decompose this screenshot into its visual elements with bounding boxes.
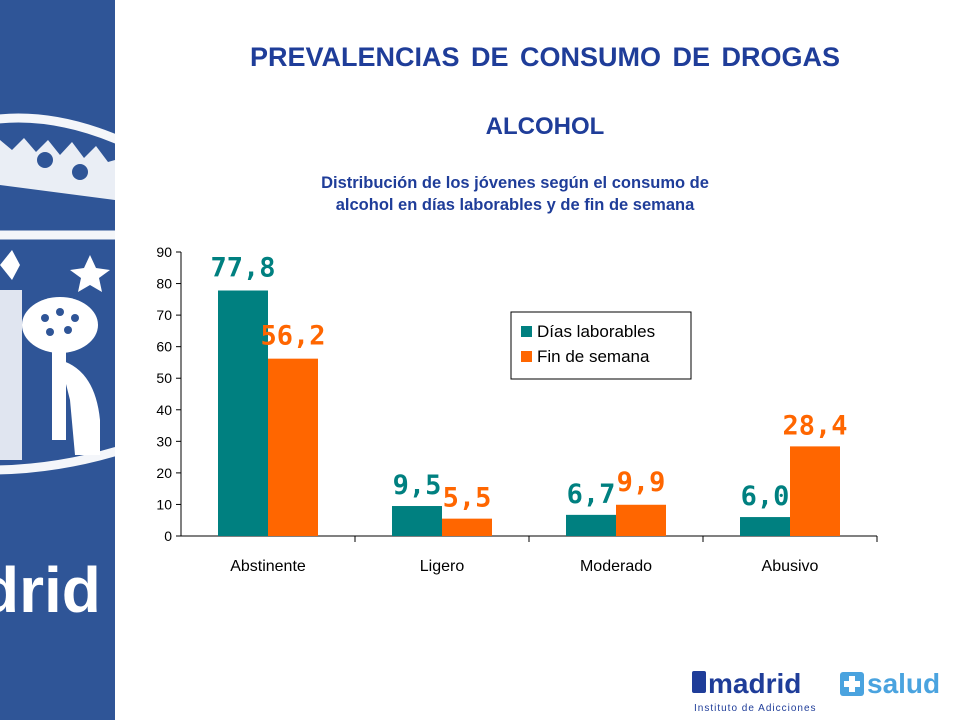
data-label: 9,9: [617, 467, 666, 498]
shield-icon: [692, 671, 706, 693]
madrid-coat-of-arms-icon: drid: [0, 113, 115, 626]
y-tick-label: 40: [156, 402, 172, 418]
legend-swatch: [521, 351, 532, 362]
data-label: 77,8: [210, 252, 275, 283]
bar-dias-laborables-0: [218, 290, 268, 536]
x-tick-label: Moderado: [580, 558, 652, 575]
y-tick-label: 20: [156, 465, 172, 481]
y-tick-label: 0: [164, 528, 172, 544]
page-subtitle: ALCOHOL: [485, 113, 605, 140]
legend-swatch: [521, 326, 532, 337]
legend-label: Días laborables: [537, 322, 655, 341]
bar-fin-de-semana-2: [616, 504, 666, 536]
y-tick-label: 50: [156, 370, 172, 386]
bar-fin-de-semana-1: [442, 518, 492, 536]
data-label: 6,0: [741, 481, 790, 512]
logo-brand-left: madrid: [708, 668, 801, 699]
bar-dias-laborables-1: [392, 506, 442, 536]
chart-caption: Distribución de los jóvenes según el con…: [230, 172, 800, 216]
y-tick-label: 30: [156, 433, 172, 449]
legend-box: [510, 311, 692, 380]
bar-dias-laborables-2: [566, 514, 616, 536]
sidebar-text: drid: [0, 554, 101, 626]
logo-tagline: Instituto de Adicciones: [694, 703, 817, 714]
page-title: PREVALENCIAS DE CONSUMO DE DROGAS: [249, 42, 841, 72]
data-label: 56,2: [260, 321, 325, 352]
x-tick-label: Abstinente: [230, 558, 306, 575]
legend-label: Fin de semana: [537, 347, 650, 366]
y-tick-label: 90: [156, 244, 172, 260]
y-tick-label: 10: [156, 496, 172, 512]
bar-fin-de-semana-3: [790, 446, 840, 536]
bar-fin-de-semana-0: [268, 358, 318, 536]
sidebar-emblem: drid: [0, 0, 115, 720]
data-label: 9,5: [393, 470, 442, 501]
x-tick-label: Abusivo: [762, 558, 819, 575]
x-tick-label: Ligero: [420, 558, 465, 575]
madrid-salud-logo-graphic: madrid salud Instituto de Adicciones: [692, 668, 940, 714]
madrid-salud-logo: madrid salud Instituto de Adicciones: [690, 663, 950, 715]
bar-dias-laborables-3: [740, 517, 790, 536]
data-label: 28,4: [782, 410, 847, 441]
y-tick-label: 60: [156, 339, 172, 355]
logo-brand-right: salud: [867, 668, 940, 699]
data-label: 6,7: [567, 479, 616, 510]
y-tick-label: 80: [156, 276, 172, 292]
data-label: 5,5: [443, 483, 492, 514]
chart-caption-line-1: Distribución de los jóvenes según el con…: [321, 174, 709, 192]
chart-caption-line-2: alcohol en días laborables y de fin de s…: [335, 196, 695, 214]
y-tick-label: 70: [156, 307, 172, 323]
